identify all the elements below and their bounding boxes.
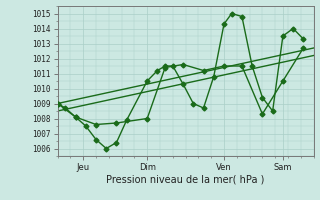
X-axis label: Pression niveau de la mer( hPa ): Pression niveau de la mer( hPa )	[107, 175, 265, 185]
